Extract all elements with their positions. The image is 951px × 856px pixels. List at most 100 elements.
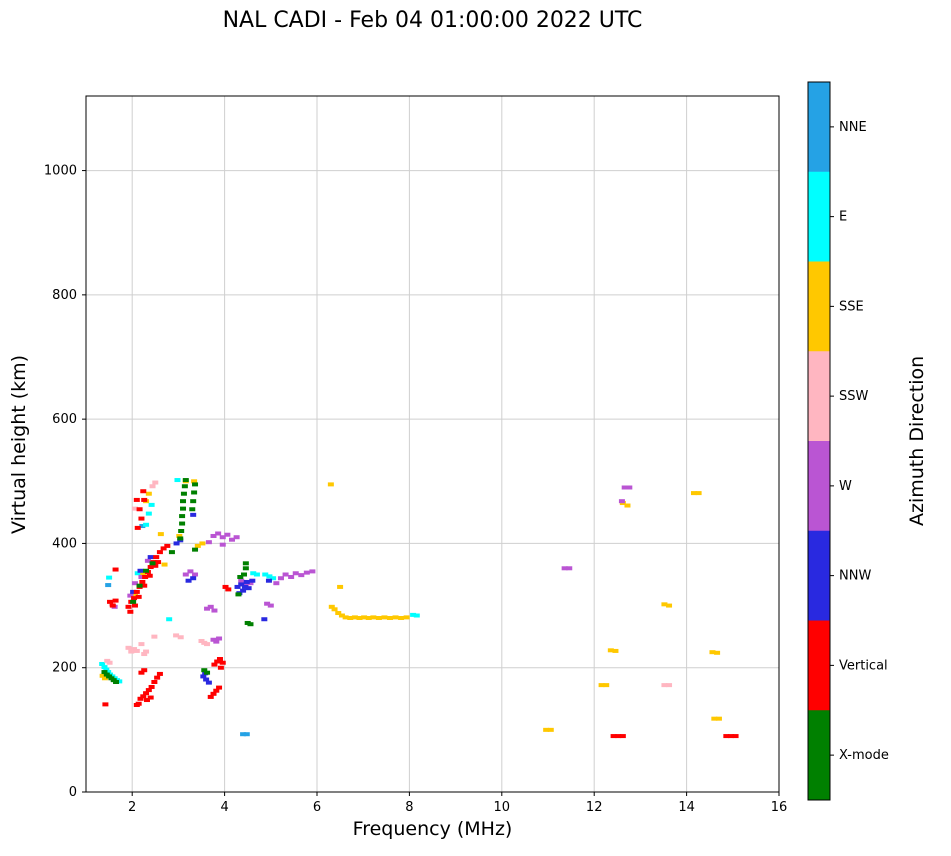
data-point-W [207,604,214,609]
data-point-SSE [714,650,721,655]
data-point-NNW [241,584,248,589]
data-point-NNE [243,732,250,737]
data-point-X-mode [182,478,189,483]
data-point-W [292,571,299,576]
data-point-SSW [128,649,135,654]
data-point-E [253,572,260,577]
y-tick-label: 600 [52,412,77,427]
data-point-E [99,661,106,666]
data-point-SSE [711,716,718,721]
y-tick-label: 800 [52,288,77,303]
colorbar-label-X-mode: X-mode [839,748,889,763]
data-point-SSE [342,615,349,620]
data-point-Vertical [211,662,218,667]
data-point-SSE [161,562,168,567]
data-point-X-mode [237,574,244,579]
data-point-Vertical [141,668,148,673]
data-point-Vertical [102,702,109,707]
data-point-NNW [147,555,154,560]
data-point-Vertical [135,701,142,706]
data-point-SSE [337,584,344,589]
data-point-SSE [392,615,399,620]
data-point-X-mode [136,583,143,588]
data-point-X-mode [180,491,187,496]
data-point-E [250,571,257,576]
data-point-Vertical [619,734,626,739]
data-point-Vertical [107,599,114,604]
data-point-X-mode [189,507,196,512]
data-point-NNW [190,576,197,581]
data-point-Vertical [137,696,144,701]
data-point-NNW [243,579,250,584]
data-point-X-mode [191,490,198,495]
data-point-NNW [245,586,252,591]
data-point-X-mode [101,670,108,675]
data-point-W [273,581,280,586]
colorbar-segment-X-mode [808,710,830,801]
data-point-X-mode [181,484,188,489]
data-point-SSE [398,616,405,620]
data-point-SSE [327,482,334,487]
data-point-NNW [200,674,207,679]
data-point-SSW [143,649,150,654]
data-point-Vertical [138,516,145,521]
chart-title: NAL CADI - Feb 04 01:00:00 2022 UTC [222,8,643,33]
data-point-W [282,572,289,577]
data-point-SSE [145,491,152,496]
data-point-X-mode [177,536,184,541]
data-point-NNW [261,617,268,622]
data-point-SSE [612,648,619,653]
data-point-SSE [381,615,388,620]
colorbar-border [807,81,831,801]
data-point-Vertical [136,507,143,512]
data-point-W [233,535,240,540]
data-point-Vertical [615,734,622,739]
data-point-W [219,542,226,547]
colorbar-label-SSE: SSE [839,299,864,314]
data-point-W [192,572,199,577]
x-tick-label: 6 [313,800,321,815]
data-point-NNW [265,578,272,583]
data-point-Vertical [222,584,229,589]
y-tick-label: 400 [52,536,77,551]
data-point-W [211,608,218,613]
data-point-SSW [173,633,180,638]
data-point-W [210,533,217,538]
data-point-Vertical [139,579,146,584]
data-point-SSW [149,484,156,489]
data-point-Vertical [143,691,150,696]
data-point-NNW [137,568,144,573]
data-point-W [238,578,245,583]
data-point-W [626,485,633,490]
data-point-Vertical [214,659,221,664]
data-point-SSE [547,727,554,732]
x-tick-label: 10 [494,800,511,815]
data-point-Vertical [141,497,148,502]
data-point-Vertical [112,598,119,603]
colorbar-segment-NNE [808,82,830,173]
data-point-Vertical [156,550,163,555]
data-point-NNW [238,582,245,587]
data-point-W [309,569,316,574]
data-point-Vertical [142,574,149,579]
data-point-E [174,478,181,483]
data-point-NNW [205,680,212,685]
data-point-SSE [403,615,410,620]
data-point-Vertical [153,555,160,560]
data-point-SSE [338,613,345,618]
data-point-SSW [125,645,132,650]
data-point-Vertical [152,563,159,568]
data-point-Vertical [216,657,223,662]
data-point-E [262,572,269,577]
data-point-Vertical [127,609,134,614]
data-point-Vertical [155,560,162,565]
data-point-X-mode [204,670,211,675]
data-point-W [205,540,212,545]
data-point-E [413,613,420,618]
data-point-Vertical [732,734,739,739]
data-point-Vertical [727,734,734,739]
data-point-Vertical [219,660,226,665]
data-point-SSW [141,652,148,657]
data-point-NNW [190,512,197,517]
